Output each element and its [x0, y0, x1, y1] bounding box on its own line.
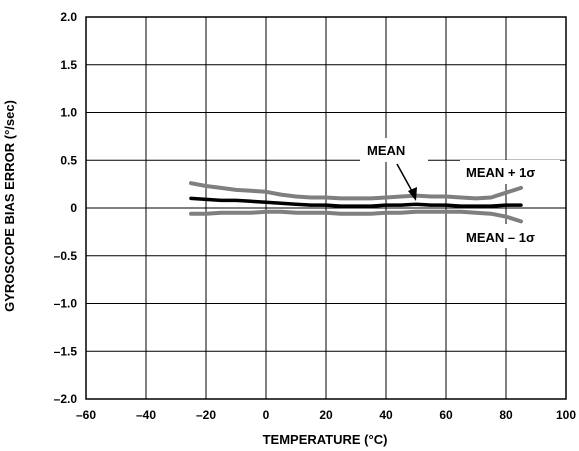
annotations: MEAN MEAN + 1σ MEAN – 1σ: [360, 138, 560, 248]
mean-plus-label-background: [460, 160, 560, 184]
mean-plus-1sigma-line: [189, 181, 523, 201]
x-tick-label: 0: [263, 408, 270, 422]
x-tick-label: 40: [379, 408, 393, 422]
mean-minus-1sigma-line: [189, 209, 523, 224]
x-axis-label: TEMPERATURE (°C): [263, 432, 388, 447]
mean-line: [189, 196, 523, 208]
tick-labels: –60 –40 –20 0 20 40 60 80 100 2.0 1.5 1.0 0.5 0 –0.5 –1…: [54, 10, 577, 422]
mean-minus-label-background: [460, 224, 560, 248]
mean-arrow-head: [408, 187, 417, 201]
x-tick-label: 80: [499, 408, 513, 422]
series-layer: [189, 181, 523, 224]
y-tick-label: 2.0: [60, 10, 77, 24]
y-tick-label: 1.0: [60, 106, 77, 120]
mean-plus-1sigma-annotation: MEAN + 1σ: [466, 165, 535, 180]
y-tick-label: 1.5: [60, 58, 77, 72]
y-axis-label: GYROSCOPE BIAS ERROR (°/sec): [2, 100, 17, 312]
x-tick-label: 60: [439, 408, 453, 422]
x-tick-label: 100: [556, 408, 576, 422]
y-tick-label: –1.0: [54, 297, 78, 311]
mean-minus-1sigma-annotation: MEAN – 1σ: [466, 230, 535, 245]
y-tick-label: –1.5: [54, 344, 78, 358]
y-tick-label: 0: [70, 201, 77, 215]
y-tick-label: –2.0: [54, 392, 78, 406]
x-tick-label: –40: [136, 408, 156, 422]
x-tick-label: –20: [196, 408, 216, 422]
y-tick-label: –0.5: [54, 249, 78, 263]
mean-annotation: MEAN: [367, 143, 405, 158]
grid: [85, 16, 567, 400]
y-tick-label: 0.5: [60, 153, 77, 167]
mean-arrow-line: [396, 163, 414, 194]
plot-frame: [85, 16, 567, 400]
mean-label-background: [360, 138, 428, 162]
x-tick-label: 20: [319, 408, 333, 422]
x-tick-label: –60: [76, 408, 96, 422]
